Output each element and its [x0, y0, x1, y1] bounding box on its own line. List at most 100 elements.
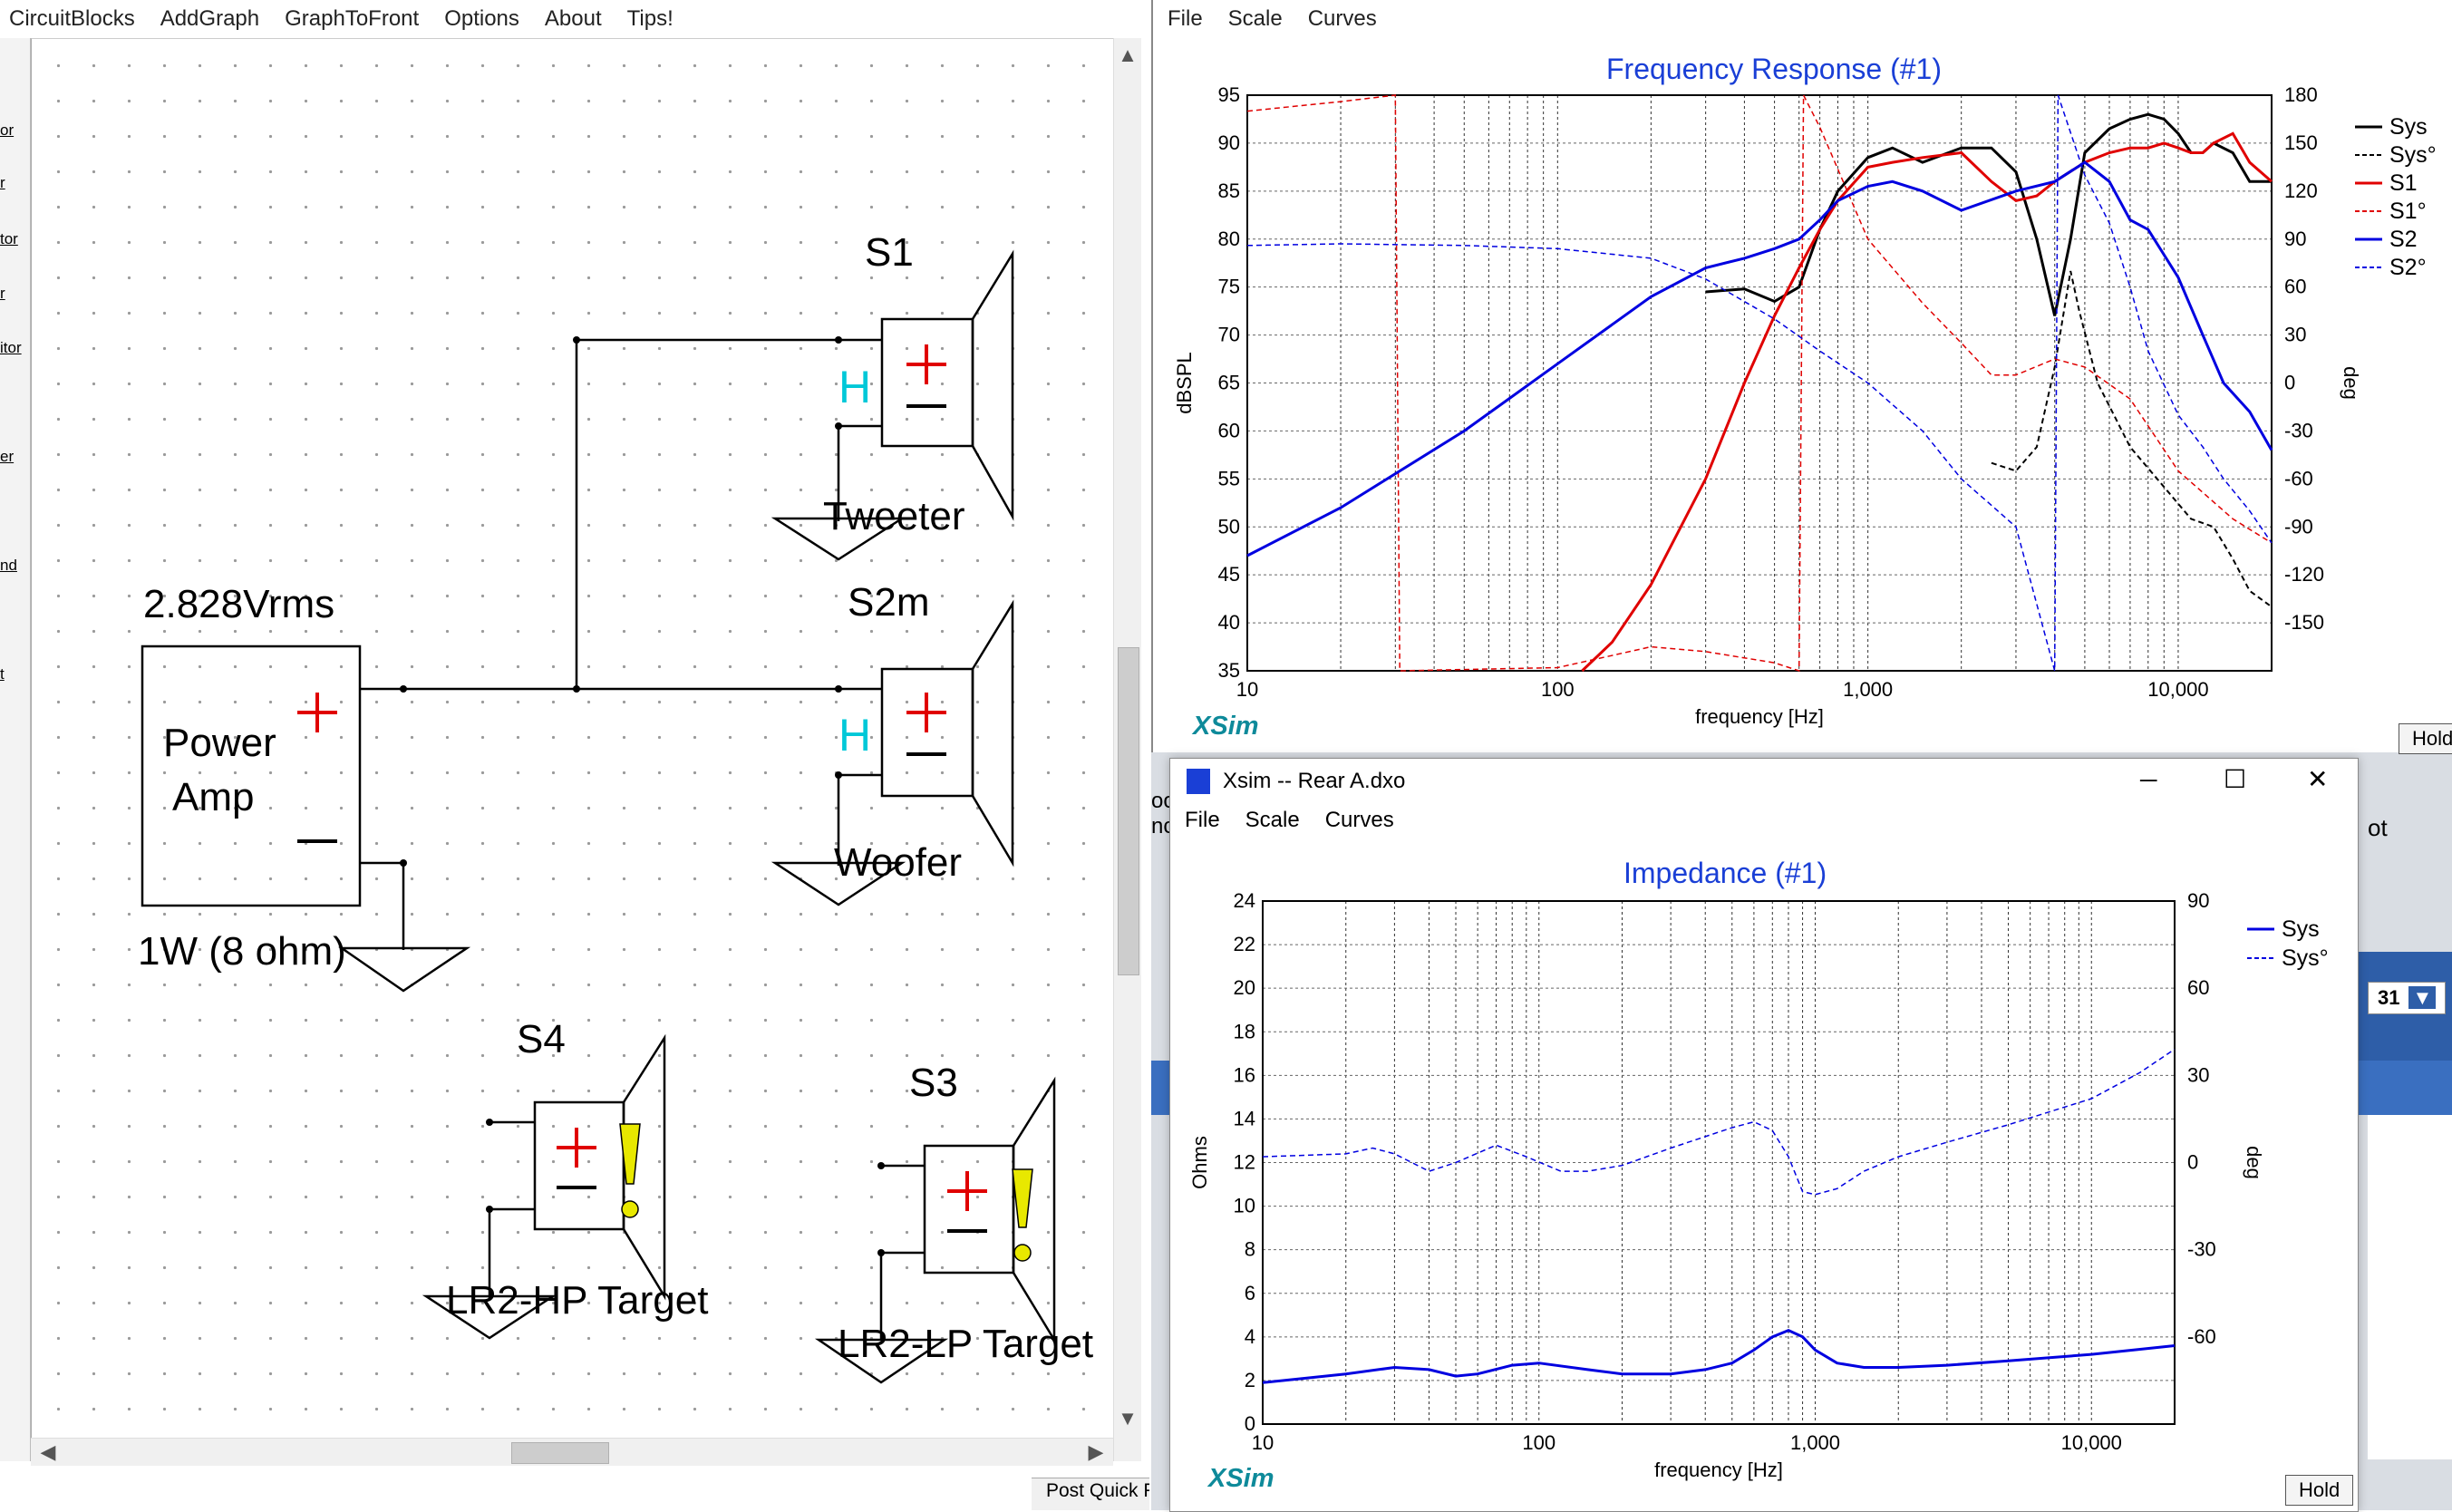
maximize-icon[interactable]: ☐ [2224, 765, 2247, 793]
fr-ytick-label: 65 [1218, 372, 1240, 394]
hp-target-label: LR2-HP Target [446, 1278, 709, 1323]
fr-ytick-label: 50 [1218, 515, 1240, 538]
imp-ytick-label: 0 [1245, 1412, 1255, 1435]
fr-ytick-label: 95 [1218, 83, 1240, 106]
s3-label: S3 [909, 1061, 958, 1105]
scroll-thumb-vertical[interactable] [1118, 647, 1139, 975]
background-content-pane [2368, 1115, 2452, 1459]
voltage-label: 2.828Vrms [143, 582, 335, 626]
background-right-fragment: ot [2368, 814, 2388, 841]
schematic-horizontal-scrollbar[interactable]: ◀ ▶ [31, 1438, 1113, 1466]
schematic-vertical-scrollbar[interactable]: ▲ ▼ [1113, 38, 1141, 1461]
imp-menubar: File Scale Curves [1185, 808, 1394, 833]
imp-menu-scale[interactable]: Scale [1245, 808, 1300, 832]
imp-ytick-label: 6 [1245, 1282, 1255, 1304]
fr-series-sys-phase [1991, 270, 2273, 608]
fr-ytick-label: 80 [1218, 228, 1240, 250]
fr-xtick-label: 10,000 [2147, 678, 2208, 701]
fr-y2tick-label: 150 [2284, 131, 2318, 154]
imp-chart-title: Impedance (#1) [1623, 857, 1827, 889]
menu-about[interactable]: About [544, 6, 602, 31]
fr-series-s1 [1581, 131, 2273, 673]
imp-y2tick-label: 60 [2187, 976, 2209, 999]
imp-menu-curves[interactable]: Curves [1324, 808, 1394, 832]
fr-ytick-label: 60 [1218, 419, 1240, 441]
menu-graphtofront[interactable]: GraphToFront [285, 6, 420, 31]
imp-ytick-label: 2 [1245, 1369, 1255, 1391]
imp-y2tick-label: 30 [2187, 1063, 2209, 1086]
fr-ytick-label: 70 [1218, 324, 1240, 346]
woofer-highpass-symbol: H [838, 710, 872, 761]
fr-legend-label: Sys° [2389, 142, 2437, 168]
close-icon[interactable]: ✕ [2307, 765, 2329, 793]
imp-legend-label: Sys° [2282, 945, 2329, 971]
scroll-down-arrow-icon[interactable]: ▼ [1118, 1407, 1138, 1430]
fr-ytick-label: 35 [1218, 659, 1240, 682]
fr-menu-file[interactable]: File [1168, 6, 1203, 31]
imp-ytick-label: 18 [1234, 1020, 1255, 1042]
s2m-label: S2m [848, 580, 930, 625]
fr-y2tick-label: 60 [2284, 276, 2306, 298]
scroll-thumb-horizontal[interactable] [511, 1442, 609, 1464]
palette-link-2[interactable]: r [0, 174, 5, 191]
palette-link-5[interactable]: itor [0, 339, 22, 356]
background-header-band-left [1151, 1061, 1171, 1115]
scroll-up-arrow-icon[interactable]: ▲ [1118, 44, 1138, 66]
fr-ytick-label: 85 [1218, 179, 1240, 202]
fr-ytick-label: 90 [1218, 131, 1240, 154]
fr-xlabel: frequency [Hz] [1695, 705, 1824, 728]
imp-xlabel: frequency [Hz] [1654, 1459, 1783, 1481]
frequency-response-window: File Scale Curves Frequency Response (#1… [1151, 0, 2452, 754]
fr-ylabel: dBSPL [1173, 352, 1196, 414]
fr-y2tick-label: -60 [2284, 467, 2313, 489]
fr-chart-title: Frequency Response (#1) [1606, 53, 1942, 85]
background-fragment-2: nc [1151, 814, 1175, 838]
background-number: 31 [2378, 986, 2400, 1009]
imp-xtick-label: 100 [1522, 1431, 1556, 1454]
fr-y2tick-label: 180 [2284, 83, 2318, 106]
background-number-select[interactable]: 31 ▼ [2368, 982, 2446, 1014]
fr-y2tick-label: 90 [2284, 228, 2306, 250]
fr-y2tick-label: 30 [2284, 324, 2306, 346]
menu-tips[interactable]: Tips! [626, 6, 674, 31]
chevron-down-icon: ▼ [2408, 986, 2437, 1009]
imp-ytick-label: 20 [1234, 976, 1255, 999]
menu-addgraph[interactable]: AddGraph [160, 6, 260, 31]
fr-y2tick-label: -90 [2284, 515, 2313, 538]
palette-link-1[interactable]: or [0, 121, 15, 139]
power-note-label: 1W (8 ohm) [138, 929, 346, 974]
amp-label-line2: Amp [172, 775, 255, 819]
palette-link-3[interactable]: tor [0, 230, 18, 247]
fr-ytick-label: 55 [1218, 467, 1240, 489]
palette-link-7[interactable]: nd [0, 557, 17, 574]
lp-target-label: LR2-LP Target [838, 1322, 1094, 1366]
imp-y2tick-label: -30 [2187, 1238, 2216, 1261]
fr-y2tick-label: -120 [2284, 563, 2324, 586]
fr-series-s2-phase [1246, 94, 2273, 672]
minimize-icon[interactable]: ─ [2140, 766, 2157, 793]
imp-ytick-label: 8 [1245, 1238, 1255, 1261]
fr-hold-button[interactable]: Hold [2399, 723, 2452, 754]
menu-circuitblocks[interactable]: CircuitBlocks [9, 6, 135, 31]
fr-menubar: File Scale Curves [1168, 0, 1402, 38]
fr-legend-label: S1 [2389, 170, 2418, 196]
imp-legend-label: Sys [2282, 916, 2320, 942]
scroll-left-arrow-icon[interactable]: ◀ [40, 1440, 56, 1463]
fr-chart[interactable]: 35 40 45 50 55 60 65 70 75 80 85 90 95 -150 -120 -90 -60… [1153, 0, 2452, 752]
menu-options[interactable]: Options [444, 6, 519, 31]
impedance-titlebar: Xsim -- Rear A.dxo ─ ☐ ✕ [1170, 759, 2358, 804]
background-footer-button[interactable]: Post Quick R [1032, 1478, 1149, 1510]
imp-hold-button[interactable]: Hold [2285, 1475, 2354, 1506]
xsim-app-icon [1187, 769, 1210, 794]
fr-menu-curves[interactable]: Curves [1307, 6, 1377, 31]
impedance-window-title: Xsim -- Rear A.dxo [1223, 769, 1406, 793]
palette-link-4[interactable]: r [0, 285, 5, 302]
fr-menu-scale[interactable]: Scale [1227, 6, 1283, 31]
scroll-right-arrow-icon[interactable]: ▶ [1088, 1440, 1104, 1463]
imp-menu-file[interactable]: File [1185, 808, 1220, 832]
palette-link-6[interactable]: er [0, 448, 15, 465]
schematic-canvas[interactable] [31, 38, 1139, 1462]
fr-y2tick-label: -30 [2284, 419, 2313, 441]
palette-link-8[interactable]: t [0, 665, 5, 683]
